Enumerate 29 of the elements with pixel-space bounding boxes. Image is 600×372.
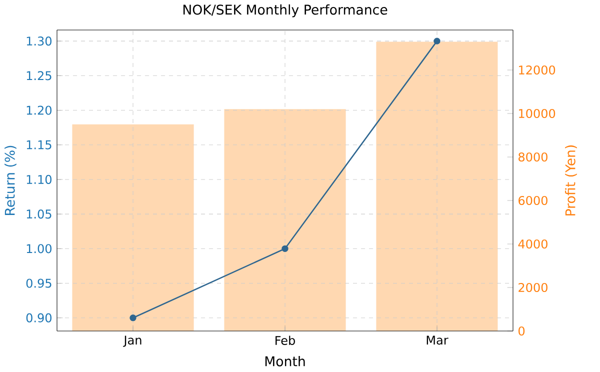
x-tick-label: Mar	[426, 336, 448, 345]
y2-tick-label: 12000	[519, 65, 556, 75]
y2-axis-title: Profit (Yen)	[565, 145, 577, 216]
bar	[376, 42, 498, 331]
y-tick-label: 1.30	[26, 36, 52, 46]
bar	[224, 109, 346, 331]
point	[282, 245, 288, 252]
y-tick-label: 1.15	[26, 140, 52, 150]
y-tick-label: 0.90	[26, 313, 52, 322]
y-tick-label: 1.20	[26, 106, 52, 115]
y-axis-title: Return (%)	[4, 146, 16, 215]
y2-tick-label: 0	[518, 326, 525, 336]
y2-tick-label: 4000	[518, 239, 548, 249]
chart-title: NOK/SEK Monthly Performance	[183, 4, 388, 18]
y2-tick-label: 6000	[518, 196, 548, 206]
bar	[72, 124, 194, 331]
x-tick-label: Jan	[123, 336, 142, 347]
y-tick-label: 1.05	[26, 210, 52, 219]
x-tick-label: Feb	[276, 336, 295, 345]
point	[130, 314, 136, 322]
y2-tick-label: 8000	[518, 152, 548, 162]
y-tick-label: 1.25	[26, 71, 52, 80]
point	[434, 38, 440, 44]
y2-tick-label: 2000	[518, 282, 548, 292]
y-tick-label: 1.00	[26, 244, 52, 254]
y2-tick-label: 10000	[519, 108, 556, 118]
x-axis-title: Month	[265, 356, 305, 366]
y-tick-label: 1.10	[26, 174, 52, 184]
y-tick-label: 0.95	[26, 278, 52, 288]
